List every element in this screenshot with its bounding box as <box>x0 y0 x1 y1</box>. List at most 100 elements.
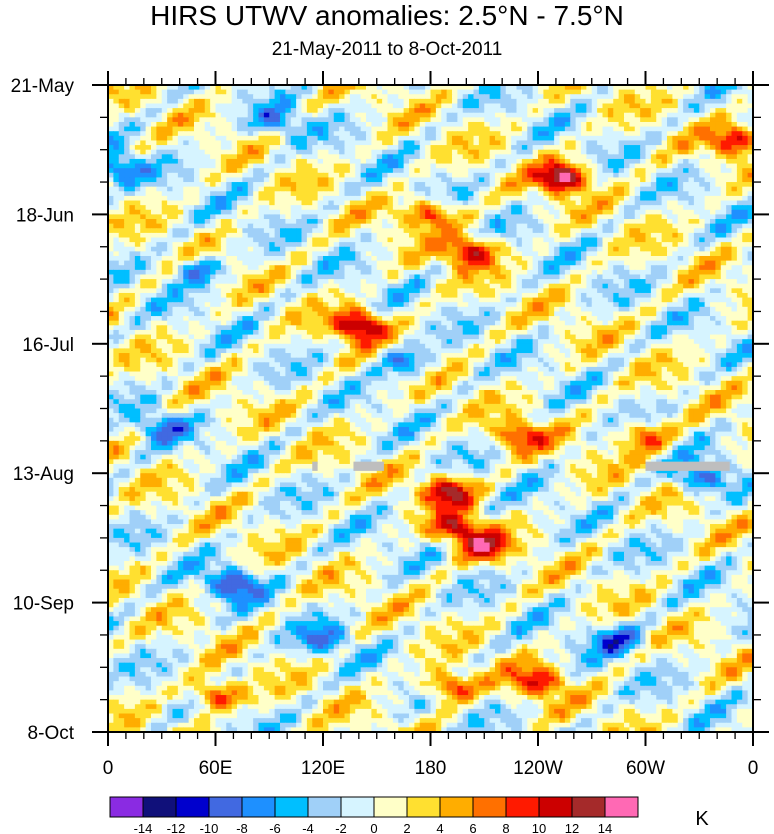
field-cell <box>124 195 131 202</box>
field-cell <box>672 112 679 118</box>
field-cell <box>301 103 308 109</box>
field-cell <box>624 89 630 95</box>
field-cell <box>570 269 577 276</box>
field-cell <box>274 228 281 234</box>
field-cell <box>452 205 458 211</box>
field-cell <box>693 140 700 146</box>
field-cell <box>597 112 604 118</box>
field-cell <box>167 108 174 114</box>
field-cell <box>129 246 136 252</box>
field-cell <box>199 163 206 169</box>
field-cell <box>360 182 367 188</box>
field-cell <box>247 140 254 146</box>
field-cell <box>323 274 329 280</box>
field-cell <box>468 260 475 266</box>
field-cell <box>344 94 351 100</box>
field-cell <box>220 135 227 142</box>
field-cell <box>403 246 410 252</box>
field-cell <box>151 163 157 169</box>
field-cell <box>263 154 270 160</box>
field-cell <box>495 214 501 220</box>
field-cell <box>640 255 647 262</box>
field-cell <box>650 232 657 239</box>
field-cell <box>387 223 394 229</box>
field-cell <box>500 255 507 262</box>
field-cell <box>151 219 157 225</box>
field-cell <box>156 182 163 188</box>
field-cell <box>484 260 491 266</box>
field-cell <box>263 209 270 215</box>
field-cell <box>661 251 668 257</box>
field-cell <box>570 154 577 160</box>
field-cell <box>167 246 174 252</box>
field-cell <box>468 209 475 215</box>
field-cell <box>231 85 238 91</box>
field-cell <box>435 158 442 165</box>
field-cell <box>108 172 114 179</box>
field-cell <box>656 246 663 252</box>
field-cell <box>473 214 480 220</box>
field-cell <box>398 117 405 123</box>
field-cell <box>129 200 136 206</box>
field-cell <box>349 112 356 118</box>
field-cell <box>629 103 636 109</box>
field-cell <box>591 145 598 151</box>
field-cell <box>688 94 695 100</box>
field-cell <box>618 154 625 160</box>
field-cell <box>134 255 141 262</box>
field-cell <box>124 108 131 114</box>
field-cell <box>425 269 432 276</box>
field-cell <box>263 237 270 243</box>
field-cell <box>532 219 539 225</box>
field-cell <box>538 112 544 118</box>
field-cell <box>403 209 410 215</box>
field-cell <box>505 117 512 123</box>
field-cell <box>280 149 286 155</box>
field-cell <box>511 186 518 192</box>
field-cell <box>521 237 528 243</box>
field-cell <box>355 158 362 165</box>
field-cell <box>495 149 501 155</box>
field-cell <box>500 232 507 239</box>
field-cell <box>124 135 131 142</box>
field-cell <box>398 274 405 280</box>
field-cell <box>237 158 243 165</box>
field-cell <box>650 117 657 123</box>
field-cell <box>344 260 351 266</box>
field-cell <box>747 228 753 234</box>
field-cell <box>495 242 501 248</box>
field-cell <box>118 214 125 220</box>
field-cell <box>693 145 700 151</box>
field-cell <box>376 223 383 229</box>
field-cell <box>253 126 260 132</box>
field-cell <box>484 121 491 128</box>
field-cell <box>613 85 620 91</box>
field-cell <box>403 121 410 128</box>
field-cell <box>538 242 544 248</box>
field-cell <box>188 265 195 271</box>
field-cell <box>355 154 362 160</box>
field-cell <box>538 103 544 109</box>
field-cell <box>532 149 539 155</box>
field-cell <box>247 121 254 128</box>
field-cell <box>231 103 238 109</box>
field-cell <box>231 149 238 155</box>
field-cell <box>699 131 706 137</box>
field-cell <box>699 98 706 105</box>
field-cell <box>613 205 620 211</box>
field-cell <box>247 112 254 118</box>
field-cell <box>607 168 614 174</box>
field-cell <box>500 223 507 229</box>
field-cell <box>726 135 733 142</box>
field-cell <box>747 121 753 128</box>
field-cell <box>392 182 399 188</box>
field-cell <box>640 163 647 169</box>
field-cell <box>468 182 475 188</box>
field-cell <box>500 265 507 271</box>
field-cell <box>290 182 297 188</box>
field-cell <box>607 200 614 206</box>
field-cell <box>457 140 464 146</box>
field-cell <box>484 98 491 105</box>
field-cell <box>204 223 211 229</box>
field-cell <box>538 182 544 188</box>
